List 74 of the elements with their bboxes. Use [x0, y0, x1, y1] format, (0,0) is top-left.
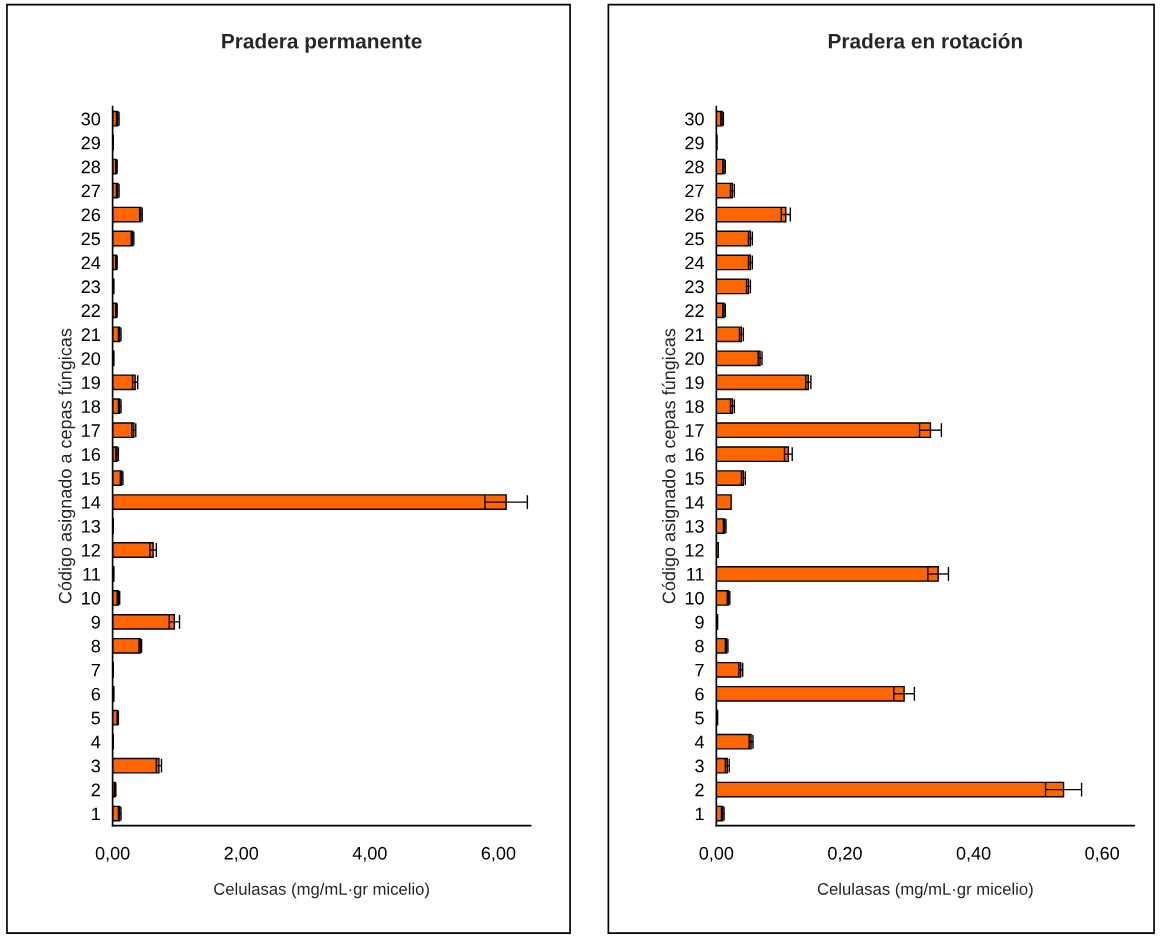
y-tick-label: 10 [82, 591, 101, 605]
y-tick-label: 11 [83, 568, 100, 581]
y-tick-label: 6 [695, 687, 704, 701]
y-axis-title: Código asignado a cepas fúngicas [58, 328, 76, 604]
y-tick-label: 23 [81, 280, 101, 294]
y-tick-label: 27 [81, 184, 100, 198]
y-tick-label: 8 [91, 639, 101, 653]
y-tick-label: 28 [685, 160, 704, 174]
y-tick-label: 7 [91, 663, 100, 677]
y-tick-label: 20 [685, 352, 704, 366]
y-tick-label: 12 [82, 543, 100, 557]
y-tick-label: 20 [81, 352, 101, 366]
y-tick-label: 17 [82, 424, 100, 437]
y-tick-label: 21 [685, 328, 704, 341]
chart-title: Pradera en rotación [828, 33, 1022, 49]
x-tick-label: 2,00 [224, 846, 259, 862]
y-tick-label: 27 [685, 184, 704, 198]
y-tick-label: 26 [81, 208, 101, 222]
y-tick-label: 18 [82, 400, 101, 413]
y-tick-label: 5 [695, 711, 704, 725]
x-tick-label: 4,00 [352, 846, 387, 862]
y-tick-label: 28 [81, 160, 101, 174]
x-axis-title: Celulasas (mg/mL·gr micelio) [214, 882, 429, 899]
x-tick-label: 0,00 [95, 846, 130, 862]
y-axis-title: Código asignado a cepas fúngicas [661, 328, 679, 604]
y-tick-label: 13 [685, 519, 704, 533]
y-tick-label: 14 [82, 496, 101, 509]
y-tick-label: 3 [695, 759, 704, 773]
x-tick-label: 0,00 [699, 846, 734, 862]
y-tick-label: 25 [81, 232, 101, 246]
y-tick-label: 14 [685, 496, 704, 509]
y-tick-label: 30 [81, 112, 101, 126]
y-tick-label: 8 [695, 639, 704, 653]
y-tick-label: 11 [687, 568, 704, 581]
y-tick-label: 1 [695, 807, 704, 821]
x-axis-title: Celulasas (mg/mL·gr micelio) [817, 882, 1033, 899]
y-tick-label: 29 [685, 136, 704, 150]
y-tick-label: 4 [91, 735, 101, 749]
x-tick-label: 0,60 [1085, 846, 1120, 862]
y-tick-label: 2 [91, 783, 100, 797]
y-tick-label: 19 [82, 376, 100, 389]
y-tick-label: 16 [685, 448, 704, 461]
y-tick-label: 25 [685, 232, 704, 246]
y-tick-label: 9 [695, 615, 704, 629]
y-tick-label: 29 [81, 136, 100, 150]
chart-title: Pradera permanente [222, 33, 422, 53]
y-tick-label: 19 [685, 376, 704, 389]
y-tick-label: 24 [685, 256, 704, 269]
x-tick-label: 6,00 [481, 846, 516, 862]
y-tick-label: 3 [91, 759, 101, 773]
y-tick-label: 6 [91, 687, 101, 701]
y-tick-label: 12 [685, 543, 704, 557]
y-tick-label: 13 [82, 519, 101, 533]
y-tick-label: 1 [92, 807, 100, 821]
y-tick-label: 2 [695, 783, 704, 797]
y-tick-label: 22 [81, 304, 100, 317]
y-tick-label: 10 [685, 591, 704, 605]
y-tick-label: 26 [685, 208, 704, 222]
y-tick-label: 23 [685, 280, 704, 294]
y-tick-label: 15 [82, 472, 101, 485]
y-tick-label: 16 [82, 448, 101, 461]
y-tick-label: 15 [685, 472, 704, 485]
y-tick-label: 7 [695, 663, 704, 677]
y-tick-label: 5 [91, 711, 101, 725]
y-tick-label: 30 [685, 112, 704, 126]
y-tick-label: 9 [91, 615, 100, 629]
x-tick-label: 0,40 [956, 846, 991, 862]
y-tick-label: 21 [81, 328, 100, 341]
y-tick-label: 17 [685, 424, 704, 437]
y-tick-label: 24 [81, 256, 101, 269]
y-tick-label: 18 [685, 400, 704, 413]
y-tick-label: 22 [685, 304, 704, 317]
y-tick-label: 4 [694, 735, 704, 749]
x-tick-label: 0,20 [828, 846, 862, 862]
